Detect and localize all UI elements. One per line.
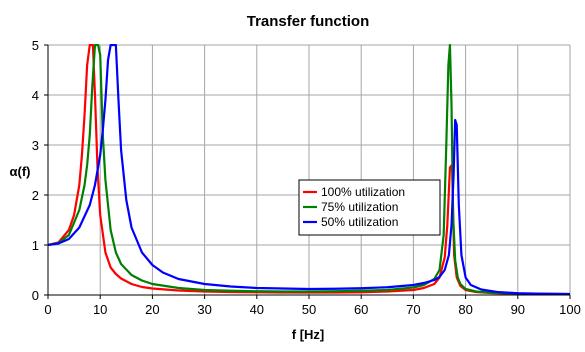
grid [48, 44, 571, 295]
y-tick-label: 5 [32, 38, 39, 53]
axes: 0 10 20 30 40 50 60 70 80 90 100 0 1 2 3 4 5 [32, 38, 581, 317]
series-layer [48, 44, 570, 295]
x-tick-label: 40 [250, 302, 264, 317]
x-tick-label: 50 [302, 302, 316, 317]
y-tick-label: 0 [32, 288, 39, 303]
legend-box [298, 179, 441, 236]
series-line-2 [48, 44, 570, 295]
x-tick-label: 90 [511, 302, 525, 317]
x-tick-label: 0 [44, 302, 51, 317]
x-tick-label: 80 [458, 302, 472, 317]
y-tick-label: 1 [32, 238, 39, 253]
y-tick-label: 3 [32, 138, 39, 153]
y-tick-label: 2 [32, 188, 39, 203]
legend-label-1: 100% utilization [321, 185, 405, 199]
chart-title: Transfer function [247, 13, 370, 30]
x-tick-label: 70 [406, 302, 420, 317]
x-tick-label: 100 [559, 302, 581, 317]
series-line-3 [48, 44, 570, 295]
x-tick-label: 30 [197, 302, 211, 317]
y-axis-label: α(f) [10, 164, 31, 179]
x-tick-label: 20 [145, 302, 159, 317]
legend-label-2: 75% utilization [321, 200, 398, 214]
legend-label-3: 50% utilization [321, 215, 398, 229]
x-axis-label: f [Hz] [292, 327, 325, 342]
y-tick-label: 4 [32, 88, 39, 103]
x-tick-label: 10 [93, 302, 107, 317]
x-tick-label: 60 [354, 302, 368, 317]
